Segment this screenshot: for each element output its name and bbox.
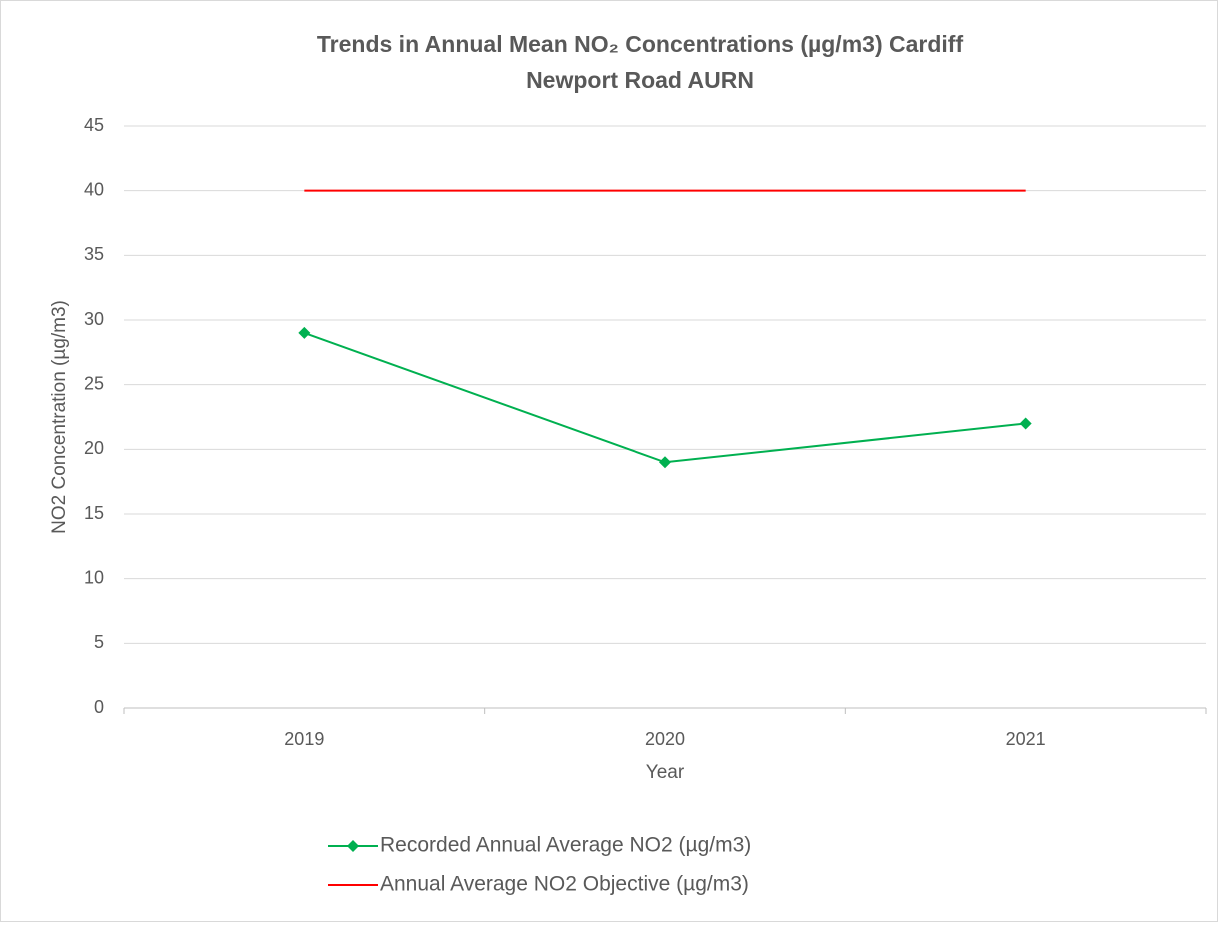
chart-title: Newport Road AURN	[526, 67, 754, 93]
y-tick-label: 5	[94, 632, 104, 652]
legend-marker	[347, 840, 359, 852]
marker	[298, 326, 311, 339]
x-tick-label: 2019	[284, 729, 324, 749]
chart-title: Trends in Annual Mean NO₂ Concentrations…	[317, 31, 964, 57]
y-tick-label: 45	[84, 115, 104, 135]
x-tick-label: 2021	[1006, 729, 1046, 749]
marker	[659, 456, 671, 469]
marker	[1019, 417, 1032, 430]
y-tick-label: 0	[94, 697, 104, 717]
y-tick-label: 20	[84, 438, 104, 458]
y-tick-label: 35	[84, 244, 104, 264]
legend-label: Recorded Annual Average NO2 (µg/m3)	[380, 834, 751, 857]
y-tick-label: 25	[84, 373, 104, 393]
y-tick-label: 10	[84, 567, 104, 587]
y-tick-label: 30	[84, 309, 104, 329]
x-tick-label: 2020	[645, 729, 685, 749]
legend-label: Annual Average NO2 Objective (µg/m3)	[380, 873, 749, 896]
x-axis-label: Year	[646, 762, 685, 783]
y-axis-label: NO2 Concentration (µg/m3)	[49, 300, 70, 534]
y-tick-label: 15	[84, 503, 104, 523]
y-tick-label: 40	[84, 179, 104, 199]
